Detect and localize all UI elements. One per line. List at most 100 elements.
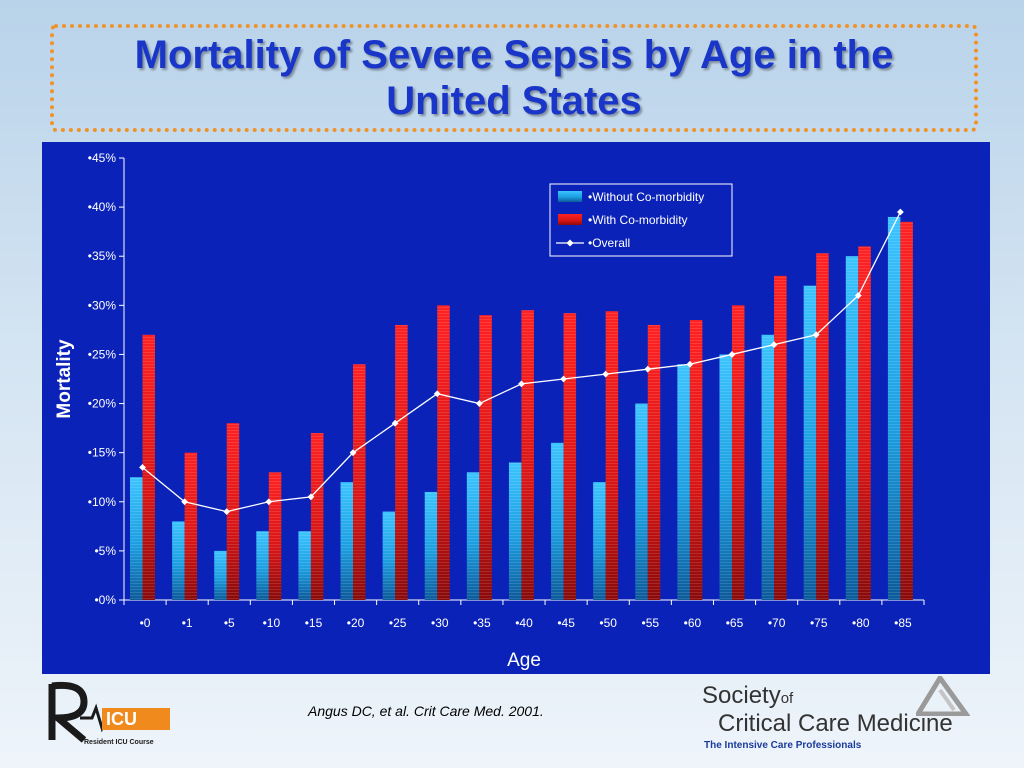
x-tick-label: •1: [182, 616, 193, 630]
bar-with-comorbidity-texture: [563, 313, 577, 600]
legend-swatch: [558, 191, 582, 202]
x-tick-label: •85: [894, 616, 912, 630]
x-tick-label: •50: [599, 616, 617, 630]
chart-panel: •0% •5% •10% •15% •20% •25% •30% •35% •40% •45% •0…: [42, 142, 990, 674]
bar-without-comorbidity-texture: [256, 531, 269, 600]
overall-point: [223, 508, 231, 515]
legend-label: •With Co-morbidity: [588, 213, 688, 227]
overall-point: [475, 400, 483, 407]
y-tick-label: •10%: [88, 495, 117, 509]
overall-point: [686, 360, 694, 368]
bar-without-comorbidity-texture: [719, 354, 732, 600]
sccm-line1: Societyof: [702, 682, 794, 709]
title-box: Mortality of Severe Sepsis by Age in the…: [50, 24, 978, 132]
x-tick-label: •5: [224, 616, 235, 630]
bar-without-comorbidity-texture: [130, 477, 143, 600]
x-tick-label: •10: [263, 616, 281, 630]
bar-without-comorbidity-texture: [382, 511, 396, 600]
citation: Angus DC, et al. Crit Care Med. 2001.: [308, 703, 544, 719]
bar-with-comorbidity-texture: [774, 275, 787, 600]
bar-with-comorbidity-texture: [858, 246, 871, 600]
bar-with-comorbidity-texture: [479, 315, 492, 600]
overall-point: [265, 498, 273, 506]
bar-with-comorbidity-texture: [395, 324, 408, 600]
bar-without-comorbidity-texture: [508, 462, 522, 600]
overall-point: [644, 365, 652, 373]
mortality-chart: •0% •5% •10% •15% •20% •25% •30% •35% •40% •45% •0…: [54, 151, 925, 671]
bar-with-comorbidity-texture: [226, 423, 240, 600]
bar-without-comorbidity-texture: [172, 521, 185, 600]
overall-point: [518, 380, 525, 388]
overall-point: [391, 419, 399, 427]
bar-without-comorbidity-texture: [635, 403, 648, 600]
y-tick-label: •35%: [88, 249, 117, 263]
y-tick-label: •20%: [88, 397, 117, 411]
y-tick-label: •0%: [94, 593, 116, 607]
y-tick-label: •45%: [88, 151, 117, 165]
bar-with-comorbidity-texture: [731, 305, 745, 600]
overall-point: [770, 341, 778, 349]
x-tick-label: •35: [473, 616, 491, 630]
x-tick-label: •65: [726, 616, 744, 630]
sccm-tagline: The Intensive Care Professionals: [704, 740, 862, 751]
bar-without-comorbidity-texture: [887, 216, 901, 600]
overall-point: [854, 292, 862, 299]
x-tick-label: •40: [515, 616, 533, 630]
bar-with-comorbidity-texture: [816, 253, 829, 600]
bar-with-comorbidity-texture: [647, 324, 661, 600]
y-tick-label: •15%: [88, 446, 117, 460]
slide-title: Mortality of Severe Sepsis by Age in the…: [134, 33, 894, 123]
bar-without-comorbidity-texture: [424, 491, 438, 600]
bar-with-comorbidity-texture: [268, 472, 282, 600]
sccm-triangle-icon: [916, 676, 970, 716]
bar-with-comorbidity-texture: [689, 320, 703, 600]
bar-without-comorbidity-texture: [845, 256, 859, 600]
x-tick-label: •70: [768, 616, 786, 630]
overall-point: [181, 498, 189, 506]
sccm-line2: Critical Care Medicine: [718, 710, 953, 737]
y-tick-label: •40%: [88, 200, 117, 214]
bar-without-comorbidity-texture: [803, 285, 817, 600]
bar-with-comorbidity-texture: [605, 311, 619, 600]
bar-without-comorbidity-texture: [340, 482, 354, 600]
overall-point: [433, 390, 441, 398]
bar-without-comorbidity-texture: [593, 482, 606, 600]
bar-without-comorbidity-texture: [214, 550, 227, 600]
y-tick-label: •25%: [88, 347, 117, 361]
overall-point: [139, 464, 146, 471]
x-tick-label: •30: [431, 616, 449, 630]
bar-with-comorbidity-texture: [900, 221, 913, 600]
overall-point: [349, 449, 357, 457]
x-tick-label: •75: [810, 616, 828, 630]
bar-with-comorbidity-texture: [437, 305, 450, 600]
y-axis-title: Mortality: [54, 339, 75, 419]
bar-without-comorbidity-texture: [677, 364, 690, 600]
bar-without-comorbidity-texture: [551, 442, 564, 600]
y-tick-label: •30%: [88, 298, 117, 312]
x-tick-label: •25: [389, 616, 407, 630]
overall-point: [307, 493, 315, 501]
legend-label: •Without Co-morbidity: [588, 190, 704, 204]
bar-with-comorbidity-texture: [142, 334, 155, 600]
bar-with-comorbidity-texture: [184, 452, 198, 600]
bar-without-comorbidity-texture: [761, 334, 775, 600]
x-tick-label: •20: [347, 616, 365, 630]
overall-point: [728, 351, 736, 358]
svg-text:ICU: ICU: [106, 709, 137, 729]
x-tick-label: •15: [305, 616, 323, 630]
y-tick-label: •5%: [94, 544, 116, 558]
x-tick-label: •60: [684, 616, 702, 630]
bar-with-comorbidity-texture: [310, 433, 324, 600]
x-tick-label: •45: [557, 616, 575, 630]
x-tick-label: •80: [852, 616, 870, 630]
overall-point: [602, 370, 610, 378]
legend-diamond: [566, 239, 574, 247]
sccm-logo: Societyof Critical Care Medicine The Int…: [694, 676, 984, 752]
x-tick-label: •0: [140, 616, 151, 630]
legend-label: •Overall: [588, 236, 630, 250]
ricu-caption: Resident ICU Course: [84, 739, 154, 746]
bar-without-comorbidity-texture: [298, 531, 311, 600]
x-axis-title: Age: [507, 650, 541, 671]
bar-with-comorbidity-texture: [353, 364, 366, 600]
bar-without-comorbidity-texture: [466, 472, 480, 600]
